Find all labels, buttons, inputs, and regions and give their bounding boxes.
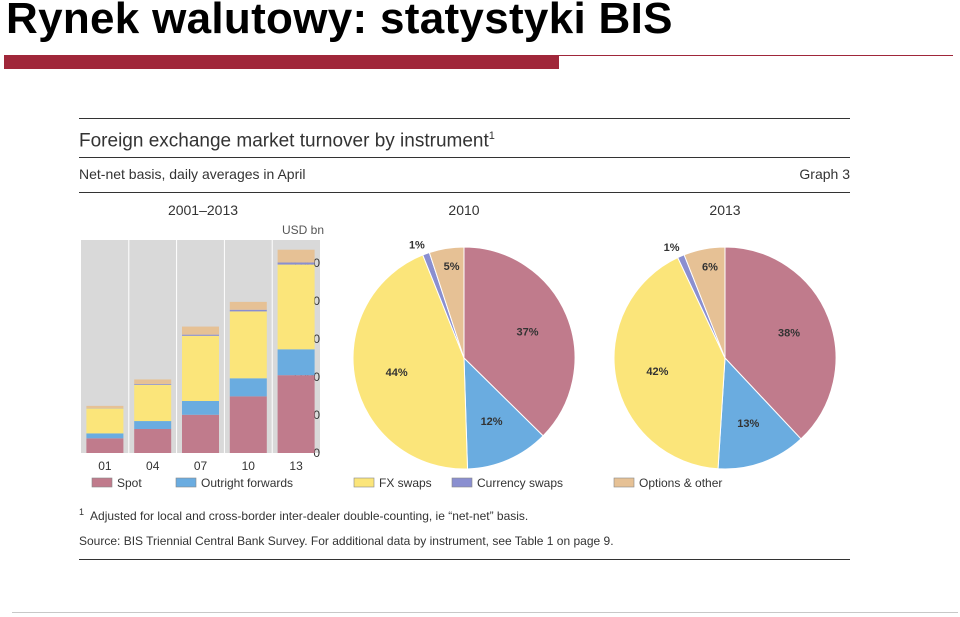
bar-segment: [134, 384, 172, 422]
bar-segment: [134, 383, 172, 385]
bar-segment: [229, 378, 267, 397]
bar-segment: [134, 421, 172, 429]
bar-segment: [182, 335, 219, 402]
bar-segment: [277, 262, 315, 265]
bar-segment: [86, 408, 124, 434]
pie-slice-2010: [463, 356, 544, 470]
pie-slice-2013: [724, 246, 837, 440]
title-accent-line: [559, 55, 953, 56]
legend-swatch: [613, 477, 635, 488]
bar-segment: [134, 379, 172, 384]
y-axis-unit-label: USD bn: [282, 223, 324, 237]
legend-label: Currency swaps: [477, 476, 563, 490]
bar-segment: [86, 405, 124, 409]
source-note: Source: BIS Triennial Central Bank Surve…: [79, 534, 614, 548]
bar-segment: [277, 349, 315, 376]
footnote-marker: 1: [79, 507, 85, 517]
figure: Foreign exchange market turnover by inst…: [79, 118, 850, 560]
figure-top-rule: [79, 118, 850, 119]
pie-slice-2010: [463, 246, 576, 437]
bar-segment: [182, 414, 219, 453]
bar-segment: [229, 301, 267, 310]
pie-label-2013: 13%: [737, 418, 759, 430]
bar-segment: [182, 334, 219, 336]
bar-segment: [229, 311, 267, 379]
pie-label-2010: 1%: [409, 240, 425, 252]
bar-segment: [86, 438, 124, 453]
pie-2013-title: 2013: [709, 202, 741, 218]
chart-svg: 01,0002,0003,0004,0005,000USD bn01040710…: [81, 223, 837, 490]
pie-label-2010: 37%: [516, 326, 538, 338]
x-tick-label: 01: [98, 459, 112, 473]
figure-title-text: Foreign exchange market turnover by inst…: [79, 130, 489, 152]
figure-title-superscript: 1: [488, 130, 495, 142]
footnote: 1 Adjusted for local and cross-border int…: [79, 507, 528, 523]
bar-segment: [277, 264, 315, 350]
figure-title: Foreign exchange market turnover by inst…: [79, 130, 495, 152]
pie-label-2010: 12%: [481, 416, 503, 428]
pie-label-2010: 5%: [444, 261, 460, 273]
legend-label: Options & other: [639, 476, 722, 490]
title-accent-bar: [4, 55, 559, 69]
legend-swatch: [353, 477, 375, 488]
legend-swatch: [91, 477, 113, 488]
pie-slice-2013: [683, 246, 726, 359]
legend-label: Spot: [117, 476, 142, 490]
y-tick-label: 0: [313, 446, 320, 460]
x-tick-label: 07: [194, 459, 208, 473]
pie-slice-2013: [717, 356, 802, 470]
bar-panel-title: 2001–2013: [167, 202, 239, 218]
figure-subtitle: Net-net basis, daily averages in April: [79, 166, 306, 182]
legend-label: FX swaps: [379, 476, 432, 490]
x-tick-label: 10: [242, 459, 256, 473]
figure-title-rule: [79, 157, 850, 158]
bar-segment: [277, 249, 315, 263]
slide-footer-line: [12, 612, 958, 613]
legend-label: Outright forwards: [201, 476, 293, 490]
pie-slice-2010: [352, 254, 469, 470]
bar-segment: [229, 396, 267, 453]
bar-segment: [229, 309, 267, 312]
x-tick-label: 13: [289, 459, 303, 473]
bar-segment: [182, 401, 219, 415]
x-tick-label: 04: [146, 459, 160, 473]
bar-segment: [182, 326, 219, 335]
bar-segment: [134, 428, 172, 453]
pie-label-2013: 42%: [646, 366, 668, 378]
graph-label: Graph 3: [799, 166, 850, 182]
bar-segment: [86, 433, 124, 439]
pie-2010-title: 2010: [448, 202, 480, 218]
pie-slice-2010: [428, 246, 465, 359]
pie-label-2010: 44%: [386, 367, 408, 379]
bar-segment: [277, 375, 315, 453]
footnote-text: Adjusted for local and cross-border inte…: [90, 509, 529, 523]
figure-subtitle-rule: [79, 192, 850, 193]
slide-title: Rynek walutowy: statystyki BIS: [6, 0, 673, 43]
pie-slice-2013: [613, 256, 726, 470]
pie-label-2013: 1%: [664, 242, 680, 254]
legend-swatch: [175, 477, 197, 488]
pie-label-2013: 38%: [778, 328, 800, 340]
legend-swatch: [451, 477, 473, 488]
pie-label-2013: 6%: [702, 262, 718, 274]
figure-bottom-rule: [79, 559, 850, 560]
